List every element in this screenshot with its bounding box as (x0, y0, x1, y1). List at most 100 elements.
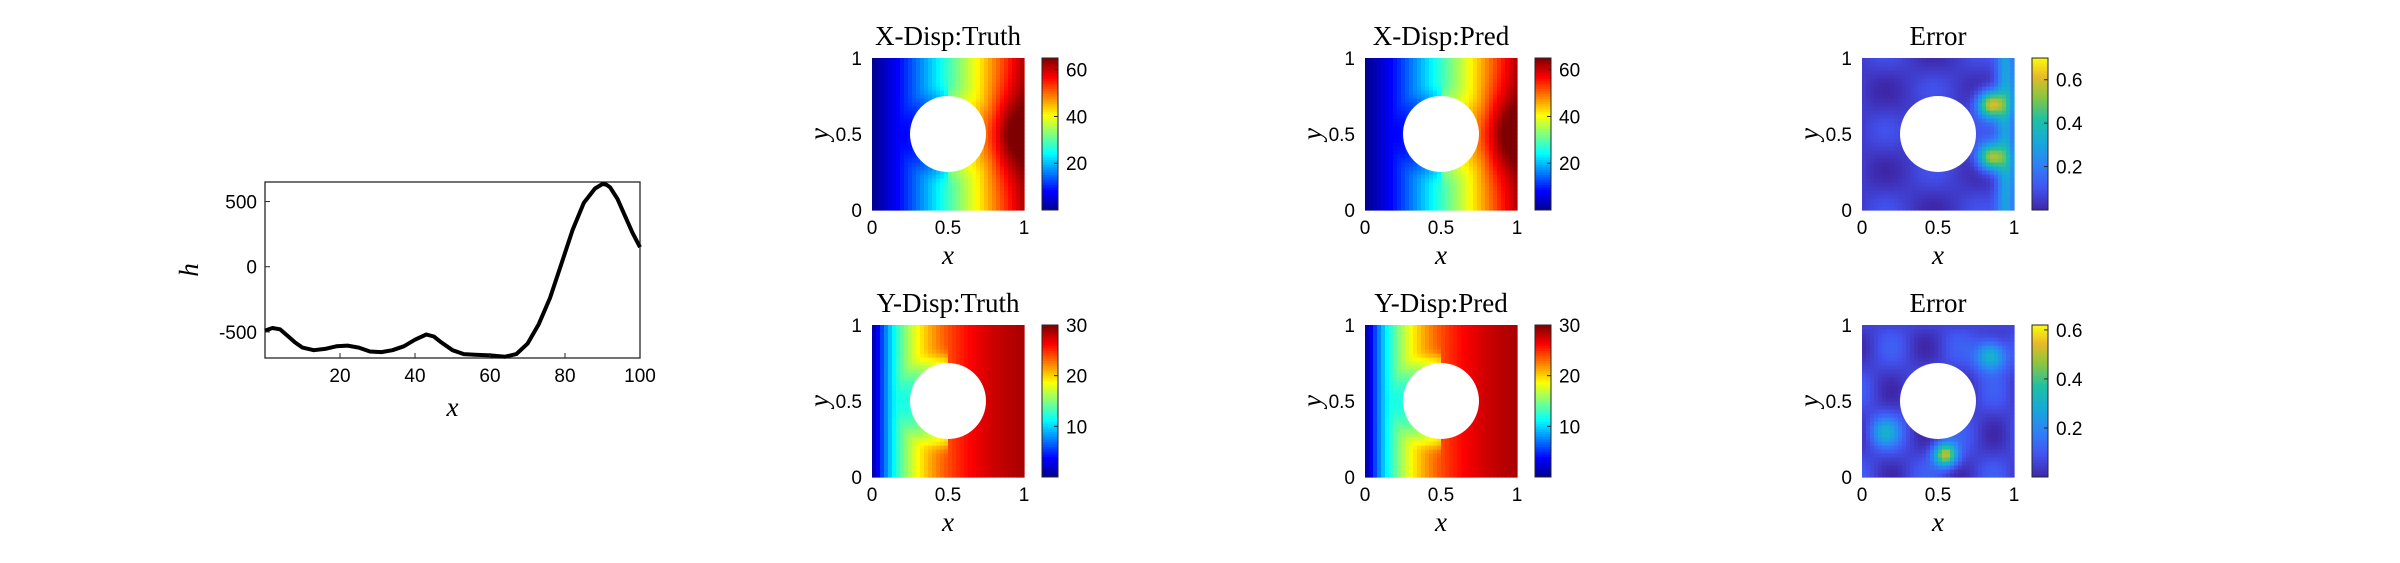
y-tick-label: 0 (851, 468, 862, 489)
x-tick-label: 80 (554, 366, 575, 387)
y-tick-label: 1 (851, 49, 862, 70)
x-tick-label: 0 (1857, 485, 1868, 506)
colorbar-tick-label: 0.4 (2056, 114, 2083, 135)
colorbar-tick-label: 30 (1559, 316, 1580, 337)
panel-title: X-Disp:Pred (1373, 21, 1510, 51)
y-axis-label: y (1297, 395, 1327, 410)
x-tick-label: 0 (1360, 485, 1371, 506)
xdisp-pred-colorbar: 20 40 60 (1534, 57, 1580, 211)
colorbar-tick-label: 60 (1559, 61, 1580, 82)
hole (1403, 363, 1479, 439)
y-tick-label: -500 (219, 323, 257, 344)
y-axis-label: y (1794, 395, 1824, 410)
x-tick-label: 0 (1857, 218, 1868, 239)
y-tick-label: 0 (1344, 201, 1355, 222)
series-line-0 (264, 182, 642, 359)
xdisp-error-panel: 0 0.5 1 0 0.5 1 Error x y 0.2 0.4 0.6 (1794, 21, 2083, 270)
x-tick-label: 1 (1512, 218, 1523, 239)
y-tick-label: 0.5 (836, 392, 862, 413)
x-axis-label: x (446, 392, 459, 422)
xdisp-pred-field (1365, 58, 1518, 211)
colorbar-tick-label: 10 (1066, 417, 1087, 438)
x-tick-label: 0.5 (1925, 218, 1951, 239)
hole (1403, 96, 1479, 172)
colorbar-tick-label: 20 (1559, 154, 1580, 175)
x-axis-label: x (1931, 240, 1944, 270)
xdisp-pred-panel: 0 0.5 1 0 0.5 1 X-Disp:Pred x y 20 40 60 (1297, 21, 1580, 270)
y-tick-label: 0 (1841, 201, 1852, 222)
colorbar-tick-label: 10 (1559, 417, 1580, 438)
x-tick-label: 60 (479, 366, 500, 387)
colorbar-tick-label: 20 (1559, 367, 1580, 388)
hole (1900, 96, 1976, 172)
panel-title: X-Disp:Truth (875, 21, 1022, 51)
hole (1900, 363, 1976, 439)
y-tick-label: 0.5 (1329, 392, 1355, 413)
x-axis-label: x (941, 507, 954, 537)
colorbar-tick-label: 0.6 (2056, 71, 2082, 92)
x-tick-label: 100 (624, 366, 656, 387)
panel-title: Error (1910, 21, 1967, 51)
x-tick-label: 0.5 (1428, 485, 1454, 506)
x-tick-label: 0 (867, 218, 878, 239)
x-tick-label: 20 (329, 366, 350, 387)
y-tick-label: 1 (1841, 316, 1852, 337)
x-tick-label: 1 (1019, 218, 1030, 239)
x-axis-label: x (1434, 240, 1447, 270)
colorbar-tick-label: 40 (1559, 107, 1580, 128)
x-tick-label: 1 (2009, 218, 2020, 239)
y-tick-label: 1 (1344, 49, 1355, 70)
y-tick-label: 1 (1344, 316, 1355, 337)
y-tick-label: 0 (1344, 468, 1355, 489)
x-tick-label: 1 (2009, 485, 2020, 506)
y-tick-label: 1 (1841, 49, 1852, 70)
colorbar-tick-label: 60 (1066, 61, 1087, 82)
colorbar-tick-label: 0.4 (2056, 370, 2083, 391)
y-tick-label: 0.5 (1329, 125, 1355, 146)
colorbar-tick-label: 0.2 (2056, 158, 2082, 179)
x-tick-label: 0.5 (935, 218, 961, 239)
x-tick-label: 40 (404, 366, 425, 387)
colorbar-tick-label: 0.2 (2056, 419, 2082, 440)
x-tick-label: 0.5 (935, 485, 961, 506)
y-tick-label: 500 (225, 193, 257, 214)
xdisp-error-colorbar: 0.2 0.4 0.6 (2031, 57, 2083, 211)
colorbar-tick-label: 40 (1066, 107, 1087, 128)
y-axis-label: y (1297, 128, 1327, 143)
panel-title: Y-Disp:Pred (1374, 288, 1508, 318)
plot-frame (264, 181, 641, 359)
x-tick-label: 0 (867, 485, 878, 506)
panel-title: Y-Disp:Truth (876, 288, 1020, 318)
x-axis-label: x (941, 240, 954, 270)
x-axis-label: x (1931, 507, 1944, 537)
ydisp-error-panel: 0 0.5 1 0 0.5 1 Error x y 0.2 0.4 0.6 (1794, 288, 2083, 537)
y-tick-label: 0.5 (1826, 125, 1852, 146)
h-line-plot: 20 40 60 80 100 -500 0 500 x h (174, 181, 656, 422)
y-axis-label: h (174, 263, 204, 277)
colorbar-tick-label: 20 (1066, 367, 1087, 388)
y-tick-label: 0 (1841, 468, 1852, 489)
x-tick-label: 1 (1512, 485, 1523, 506)
y-tick-label: 0 (246, 258, 257, 279)
y-tick-label: 1 (851, 316, 862, 337)
x-tick-label: 0.5 (1925, 485, 1951, 506)
y-tick-label: 0.5 (836, 125, 862, 146)
x-tick-label: 0 (1360, 218, 1371, 239)
x-tick-label: 1 (1019, 485, 1030, 506)
y-tick-label: 0.5 (1826, 392, 1852, 413)
colorbar-tick-label: 0.6 (2056, 321, 2082, 342)
x-tick-label: 0.5 (1428, 218, 1454, 239)
y-tick-label: 0 (851, 201, 862, 222)
xdisp-truth-colorbar: 20 40 60 (1041, 57, 1087, 211)
hole (910, 96, 986, 172)
xdisp-truth-panel: 0 0.5 1 0 0.5 1 X-Disp:Truth x y 20 40 60 (804, 21, 1087, 270)
x-axis-label: x (1434, 507, 1447, 537)
colorbar-tick-label: 20 (1066, 154, 1087, 175)
y-axis-label: y (1794, 128, 1824, 143)
panel-title: Error (1910, 288, 1967, 318)
y-axis-label: y (804, 395, 834, 410)
ydisp-pred-colorbar: 10 20 30 (1534, 316, 1580, 478)
